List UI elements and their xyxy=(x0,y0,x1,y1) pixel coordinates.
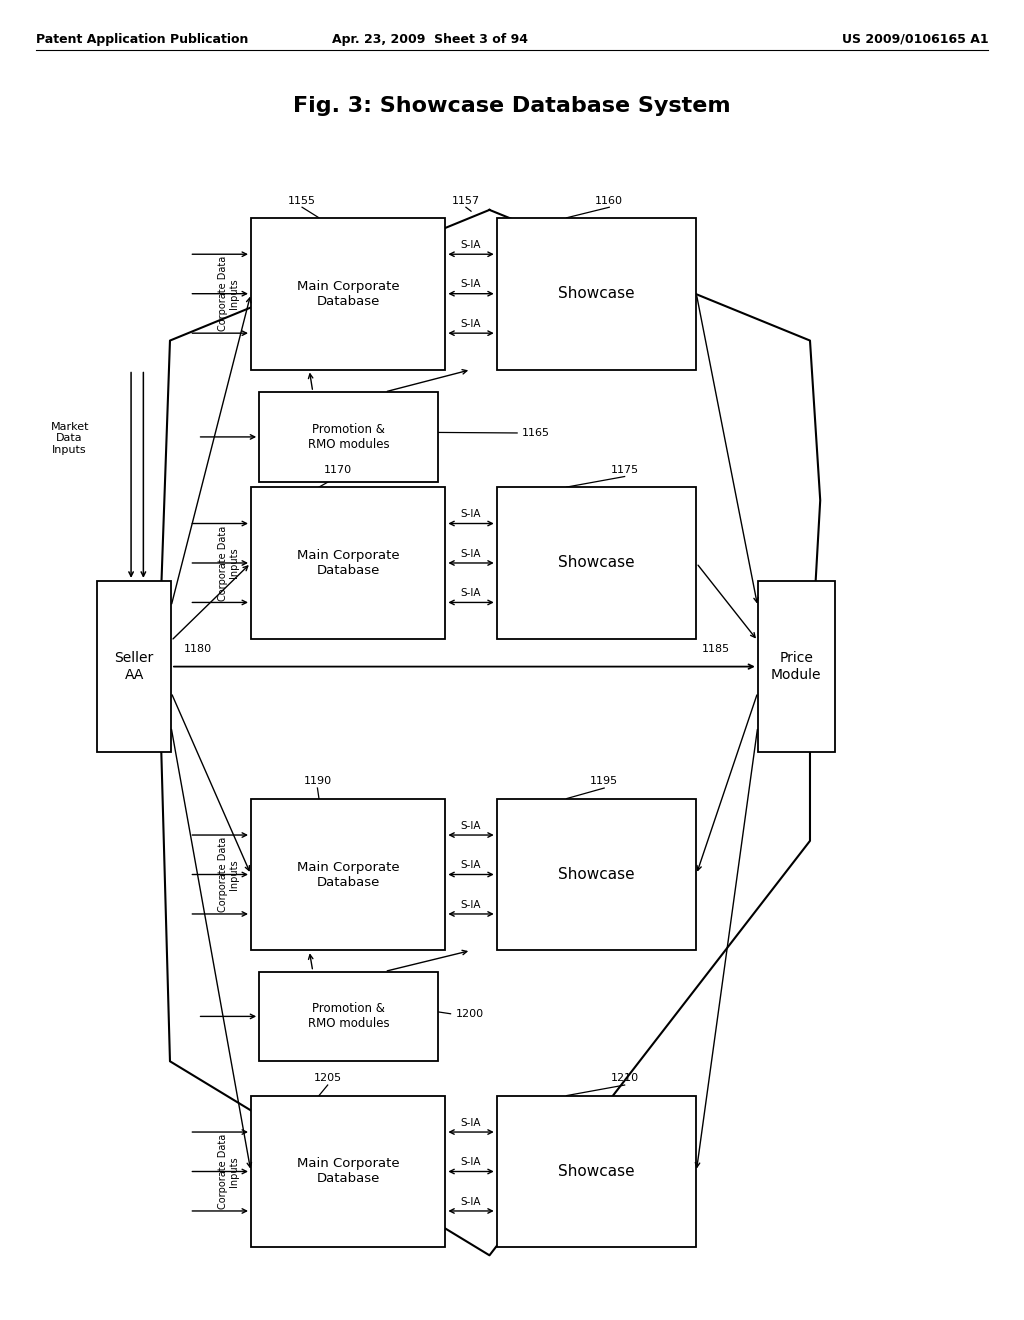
Text: S-IA: S-IA xyxy=(461,280,481,289)
Text: 1210: 1210 xyxy=(610,1073,639,1084)
Text: S-IA: S-IA xyxy=(461,510,481,519)
Text: 1157: 1157 xyxy=(452,195,480,206)
Text: Corporate Data
Inputs: Corporate Data Inputs xyxy=(217,525,240,601)
Text: 1205: 1205 xyxy=(313,1073,342,1084)
Text: 1185: 1185 xyxy=(701,644,729,655)
Text: S-IA: S-IA xyxy=(461,861,481,870)
Text: S-IA: S-IA xyxy=(461,821,481,830)
Text: Showcase: Showcase xyxy=(558,556,635,570)
Text: S-IA: S-IA xyxy=(461,589,481,598)
Text: 1180: 1180 xyxy=(184,644,212,655)
FancyBboxPatch shape xyxy=(251,1096,445,1247)
Text: Main Corporate
Database: Main Corporate Database xyxy=(297,549,399,577)
Text: Corporate Data
Inputs: Corporate Data Inputs xyxy=(217,837,240,912)
Text: Showcase: Showcase xyxy=(558,867,635,882)
FancyBboxPatch shape xyxy=(97,581,171,752)
Text: 1165: 1165 xyxy=(522,428,550,438)
Text: Promotion &
RMO modules: Promotion & RMO modules xyxy=(308,422,389,451)
Text: US 2009/0106165 A1: US 2009/0106165 A1 xyxy=(842,33,988,46)
FancyBboxPatch shape xyxy=(251,218,445,370)
Text: Main Corporate
Database: Main Corporate Database xyxy=(297,280,399,308)
Text: S-IA: S-IA xyxy=(461,900,481,909)
FancyBboxPatch shape xyxy=(259,972,438,1061)
Text: Showcase: Showcase xyxy=(558,286,635,301)
FancyBboxPatch shape xyxy=(497,799,696,950)
FancyBboxPatch shape xyxy=(251,487,445,639)
Text: Showcase: Showcase xyxy=(558,1164,635,1179)
Text: 1195: 1195 xyxy=(590,776,618,787)
FancyBboxPatch shape xyxy=(251,799,445,950)
Text: S-IA: S-IA xyxy=(461,549,481,558)
Text: 1170: 1170 xyxy=(324,465,352,475)
Text: 1155: 1155 xyxy=(288,195,316,206)
Text: Apr. 23, 2009  Sheet 3 of 94: Apr. 23, 2009 Sheet 3 of 94 xyxy=(332,33,528,46)
Text: Fig. 3: Showcase Database System: Fig. 3: Showcase Database System xyxy=(293,96,731,116)
FancyBboxPatch shape xyxy=(497,218,696,370)
Text: S-IA: S-IA xyxy=(461,1158,481,1167)
Text: 1200: 1200 xyxy=(456,1008,483,1019)
Text: S-IA: S-IA xyxy=(461,240,481,249)
Text: Promotion &
RMO modules: Promotion & RMO modules xyxy=(308,1002,389,1031)
FancyBboxPatch shape xyxy=(497,487,696,639)
FancyBboxPatch shape xyxy=(259,392,438,482)
Text: S-IA: S-IA xyxy=(461,1197,481,1206)
Text: Main Corporate
Database: Main Corporate Database xyxy=(297,1158,399,1185)
Text: Corporate Data
Inputs: Corporate Data Inputs xyxy=(217,1134,240,1209)
Text: Market
Data
Inputs: Market Data Inputs xyxy=(50,421,89,455)
FancyBboxPatch shape xyxy=(758,581,835,752)
Text: S-IA: S-IA xyxy=(461,1118,481,1127)
Text: S-IA: S-IA xyxy=(461,319,481,329)
Text: 1175: 1175 xyxy=(610,465,639,475)
Text: Corporate Data
Inputs: Corporate Data Inputs xyxy=(217,256,240,331)
Text: Patent Application Publication: Patent Application Publication xyxy=(36,33,248,46)
Text: Seller
AA: Seller AA xyxy=(115,652,154,681)
Text: Main Corporate
Database: Main Corporate Database xyxy=(297,861,399,888)
Text: 1190: 1190 xyxy=(303,776,332,787)
Text: Price
Module: Price Module xyxy=(771,652,821,681)
FancyBboxPatch shape xyxy=(497,1096,696,1247)
Text: 1160: 1160 xyxy=(595,195,624,206)
